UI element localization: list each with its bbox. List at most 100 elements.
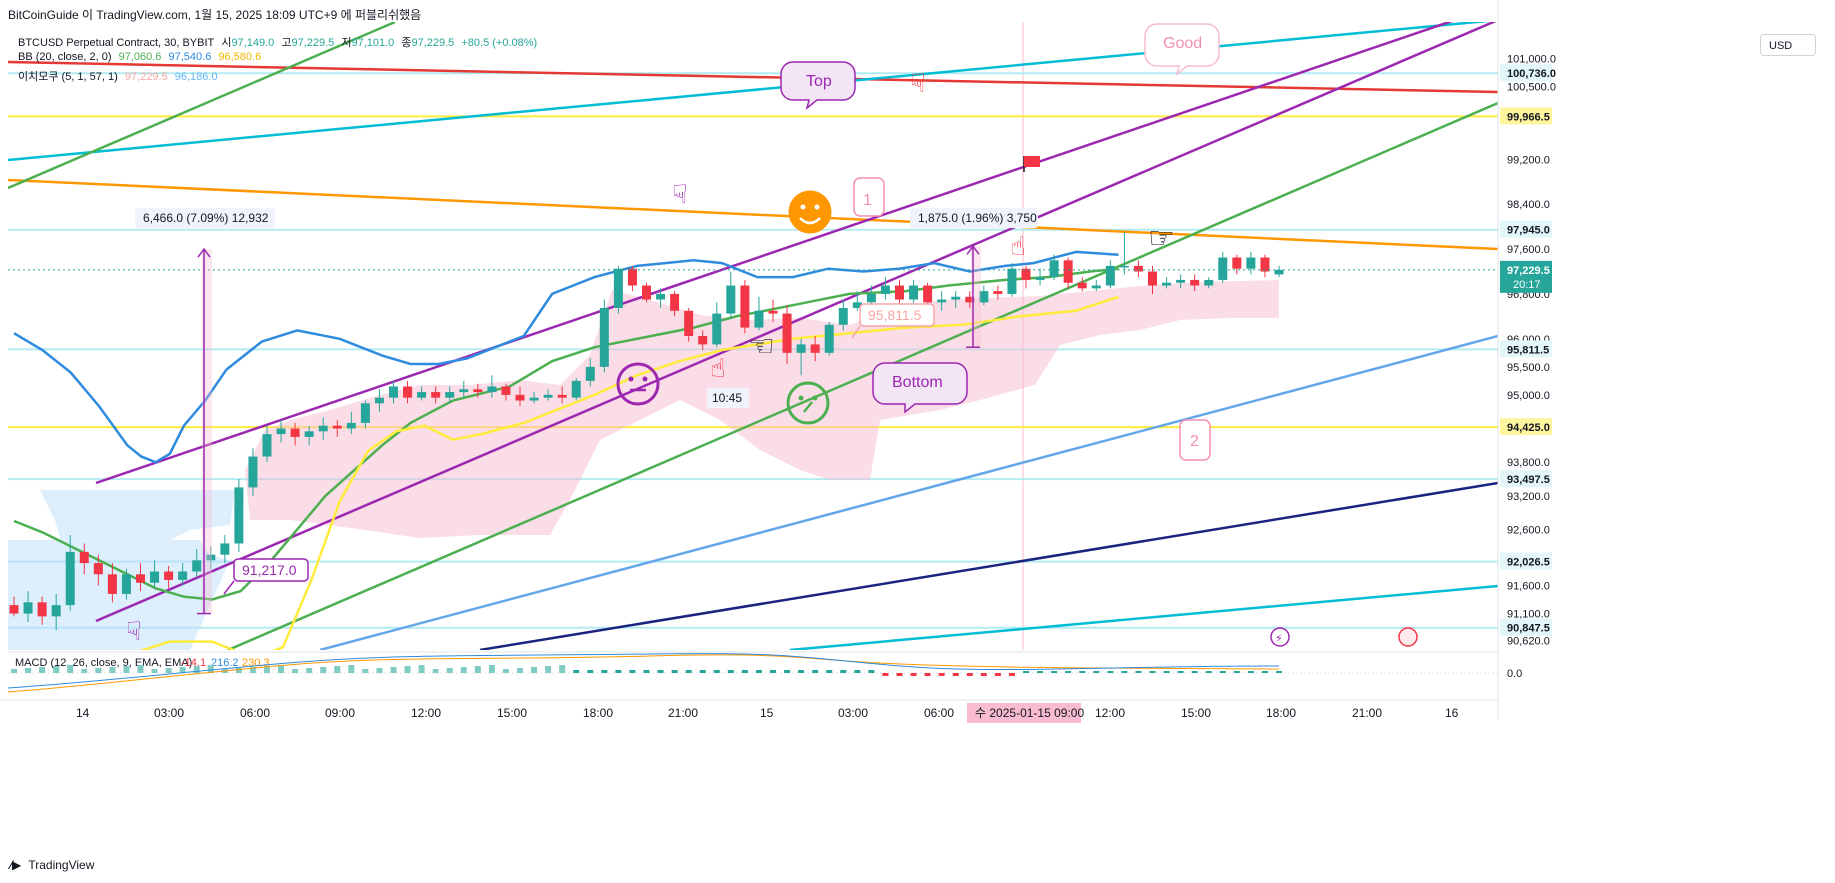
level-tag-label: 94,425.0 <box>1507 422 1550 434</box>
macd-bar <box>615 670 622 673</box>
bubble-bottom-text: Bottom <box>892 374 943 391</box>
cloud-pink <box>245 280 1279 538</box>
candle-body <box>951 296 961 300</box>
candle-body <box>23 602 33 614</box>
level-tag-label: 99,966.5 <box>1507 111 1550 123</box>
lightning-icon: ⚡ <box>1275 633 1283 645</box>
candle-body <box>1035 277 1045 280</box>
candle-body <box>1218 257 1228 280</box>
candle-body <box>529 397 539 401</box>
macd-bar <box>938 673 945 676</box>
time-tag: 10:45 <box>712 391 742 405</box>
time-tick-label: 06:00 <box>240 706 270 720</box>
trend-blue-light <box>319 334 1498 650</box>
candle-body <box>65 551 75 606</box>
candle-body <box>1204 279 1214 286</box>
macd-bar <box>1107 671 1114 673</box>
envelope-legend[interactable]: 이치모쿠 (5, 1, 57, 1) 97,229.5 96,186.0 <box>18 68 222 84</box>
macd-bar <box>559 665 566 673</box>
macd-bar <box>966 673 973 676</box>
macd-bar <box>840 670 847 673</box>
candles <box>9 232 1284 631</box>
bb-upper-value: 97,540.6 <box>168 51 212 63</box>
macd-bar <box>137 665 144 673</box>
macd-bar <box>1191 671 1198 673</box>
macd-bar <box>418 665 425 673</box>
candle-body <box>937 299 947 303</box>
level-tag-label: 97,945.0 <box>1507 225 1550 237</box>
macd-bar <box>657 670 664 673</box>
price-tag-2: 95,811.5 <box>868 307 922 323</box>
macd-signal-line <box>7 654 1280 693</box>
candle-body <box>445 392 455 398</box>
price-tick-label: 99,200.0 <box>1507 154 1550 166</box>
price-tick-label: 97,600.0 <box>1507 244 1550 256</box>
macd-bar <box>446 668 453 673</box>
us-flag-icon <box>1398 627 1418 647</box>
candle-body <box>37 602 47 617</box>
price-axis: 101,000.0 100,500.0 99,200.0 98,400.0 97,600… <box>1497 0 1556 720</box>
candle-body <box>1246 257 1256 269</box>
price-tag-1: 91,217.0 <box>242 562 297 578</box>
macd-bar <box>1261 671 1268 673</box>
macd-bar <box>249 667 256 673</box>
tradingview-footer[interactable]: ⁄▶ TradingView <box>10 858 94 872</box>
last-price-tag-bg <box>1500 260 1552 293</box>
candle-body <box>1190 279 1200 286</box>
price-tag-1-pointer <box>223 580 235 595</box>
candle-body <box>389 386 398 398</box>
macd-bar <box>81 669 88 673</box>
measure-arrow <box>966 245 980 255</box>
price-tick-label: 91,100.0 <box>1507 609 1550 621</box>
publish-line: BitCoinGuide 이 TradingView.com, 1월 15, 2… <box>8 8 422 22</box>
macd-bar <box>320 667 327 673</box>
measure-label: 6,466.0 (7.09%) 12,932 <box>143 211 269 225</box>
callout-2: 2 <box>1190 433 1199 450</box>
macd-bar <box>798 670 805 673</box>
macd-bar <box>1051 671 1058 673</box>
time-axis: 14 03:00 06:00 09:00 12:00 15:00 18:00 21:00 15 0… <box>0 699 1498 723</box>
bb-legend[interactable]: BB (20, close, 2, 0) 97,060.6 97,540.6 9… <box>18 51 265 63</box>
candle-body <box>965 296 975 303</box>
price-tick-label: 90,620.0 <box>1507 635 1550 647</box>
hand-down-icon: ☟ <box>910 69 926 99</box>
macd-bar <box>404 666 411 673</box>
hand-left-icon: ☜ <box>748 329 775 364</box>
time-tick-label: 14 <box>76 706 90 720</box>
macd-bar <box>980 673 987 676</box>
candle-body <box>1007 268 1017 294</box>
face-eye <box>642 376 648 382</box>
candle-body <box>599 307 609 367</box>
price-tick-label: 100,500.0 <box>1507 81 1556 93</box>
trend-green-upper <box>8 22 396 190</box>
measure-label: 1,875.0 (1.96%) 3,750 <box>918 211 1037 225</box>
candle-body <box>670 293 680 311</box>
candle-body <box>1021 268 1031 280</box>
macd-bar <box>685 670 692 673</box>
level-tag-bg <box>1500 618 1552 636</box>
price-tick-label: 91,600.0 <box>1507 581 1550 593</box>
macd-bar <box>896 673 903 676</box>
candle-body <box>923 285 933 303</box>
ohlc-high: 97,229.5 <box>291 37 335 49</box>
trend-green-lower <box>227 101 1498 650</box>
candle-body <box>93 563 103 575</box>
candle-body <box>782 313 792 353</box>
trend-navy <box>479 481 1498 650</box>
envelope-v2: 96,186.0 <box>174 71 218 83</box>
currency-button[interactable]: USD <box>1760 34 1816 56</box>
level-tag-bg <box>1500 220 1552 238</box>
price-tag-1-box <box>233 558 309 582</box>
macd-bar <box>573 670 580 673</box>
macd-value: -14.1 <box>181 657 206 669</box>
macd-axis-label: 0.0 <box>1507 668 1522 680</box>
macd-bar <box>531 667 538 673</box>
bubble-top-text: Top <box>806 73 832 90</box>
candle-body <box>121 574 131 594</box>
level-tag-bg <box>1500 64 1552 82</box>
time-tick-label: 21:00 <box>1352 706 1382 720</box>
macd-bar <box>179 667 186 673</box>
price-tag-2-pointer <box>851 325 861 339</box>
candle-body <box>712 313 722 345</box>
